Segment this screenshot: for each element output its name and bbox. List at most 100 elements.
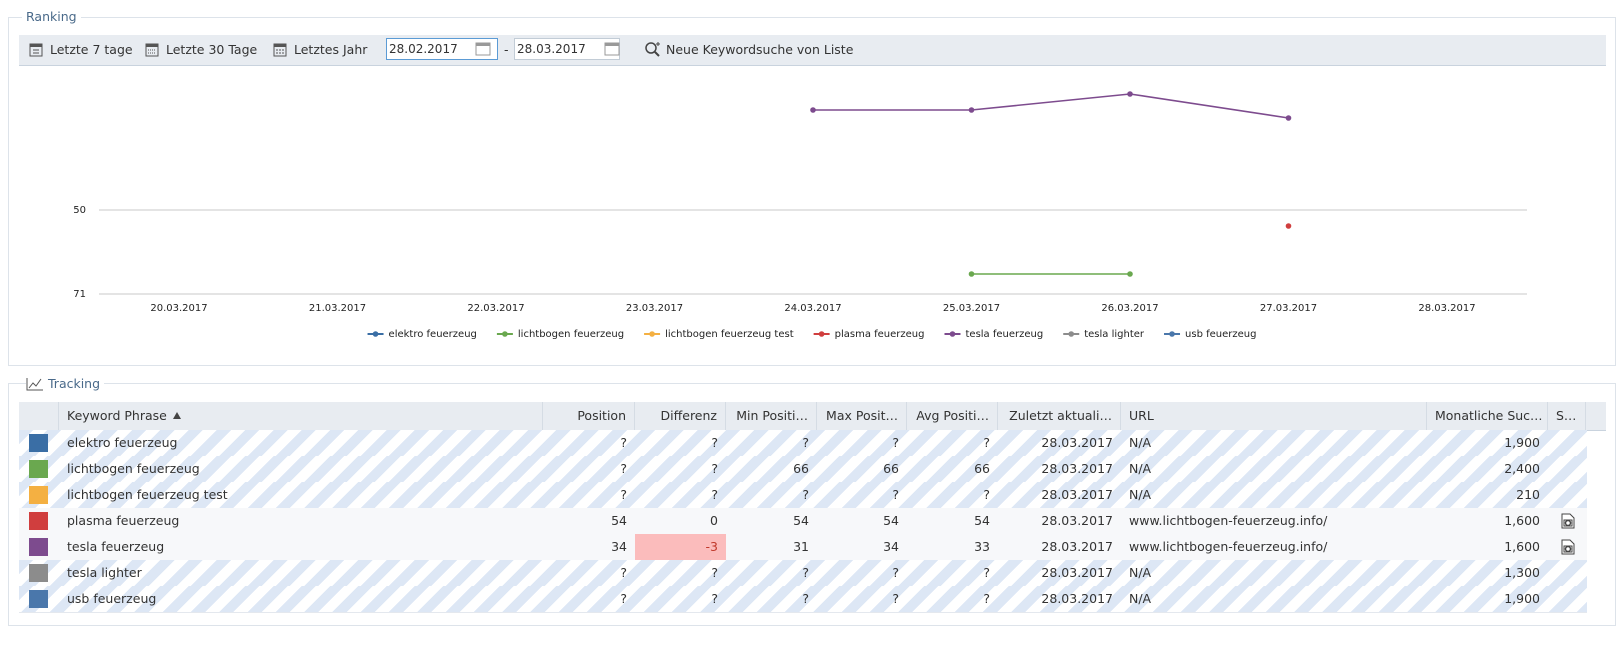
date-picker-button[interactable] (603, 40, 623, 58)
table-cell: ? (892, 487, 899, 502)
table-cell: 54 (883, 513, 899, 528)
x-tick-label: 25.03.2017 (943, 303, 1000, 314)
keyword-search-button[interactable]: Neue Keywordsuche von Liste (666, 42, 854, 57)
table-cell: www.lichtbogen-feuerzeug.info/ (1129, 513, 1328, 528)
legend-item[interactable]: tesla lighter (1063, 329, 1145, 340)
table-cell: tesla feuerzeug (67, 539, 165, 554)
table-cell: ? (711, 435, 718, 450)
column-header[interactable]: URL (1121, 402, 1427, 430)
table-row[interactable]: usb feuerzeug????? 28.03.2017 N/A 1,900 (19, 586, 1587, 613)
sort-indicator (172, 412, 181, 419)
legend-label: tesla lighter (1084, 329, 1145, 340)
column-header[interactable]: Min Positi… (726, 402, 817, 430)
table-cell: 28.03.2017 (1041, 513, 1113, 528)
color-swatch (29, 512, 48, 530)
snapshot-icon[interactable] (1560, 539, 1576, 555)
legend-item[interactable]: tesla feuerzeug (944, 329, 1043, 340)
table-cell: 28.03.2017 (1041, 435, 1113, 450)
column-header[interactable]: Differenz (635, 402, 726, 430)
tracking-icon (26, 376, 44, 392)
color-swatch (29, 564, 48, 582)
date-picker-button[interactable] (474, 40, 494, 58)
range-button[interactable]: Letztes Jahr (294, 42, 368, 57)
legend-item[interactable]: lichtbogen feuerzeug (496, 329, 624, 340)
legend-marker (649, 331, 655, 337)
table-row[interactable]: tesla lighter????? 28.03.2017 N/A 1,300 (19, 560, 1587, 587)
table-cell: 28.03.2017 (1041, 591, 1113, 606)
table-cell: N/A (1129, 565, 1152, 580)
column-header[interactable]: Keyword Phrase (59, 402, 543, 430)
calendar-icon (145, 43, 159, 57)
table-cell: 28.03.2017 (1041, 487, 1113, 502)
ranking-panel (8, 17, 1616, 366)
legend-item[interactable]: usb feuerzeug (1164, 329, 1256, 340)
table-cell: 66 (883, 461, 899, 476)
table-cell: ? (711, 591, 718, 606)
calendar-icon (29, 43, 43, 57)
table-cell: 1,600 (1504, 513, 1540, 528)
table-cell: 31 (793, 539, 809, 554)
y-tick-label: 50 (73, 205, 86, 216)
table-cell: 54 (974, 513, 990, 528)
table-cell: ? (983, 487, 990, 502)
data-point (1285, 223, 1292, 229)
search-icon (645, 42, 660, 57)
table-cell: 66 (793, 461, 809, 476)
table-cell: ? (983, 435, 990, 450)
column-header[interactable]: Zuletzt aktuali… (998, 402, 1121, 430)
column-header[interactable]: Avg Positi… (907, 402, 998, 430)
color-swatch (29, 590, 48, 608)
legend-item[interactable]: lichtbogen feuerzeug test (644, 329, 794, 340)
column-title: Position (577, 408, 626, 423)
snapshot-icon[interactable] (1560, 513, 1576, 529)
range-button[interactable]: Letzte 7 tage (50, 42, 133, 57)
table-cell: ? (892, 565, 899, 580)
column-header[interactable]: Position (543, 402, 635, 430)
color-swatch (29, 486, 48, 504)
calendar-icon (273, 43, 287, 57)
table-cell: ? (711, 565, 718, 580)
table-cell: 34 (611, 539, 627, 554)
data-point (968, 107, 975, 113)
data-point (968, 271, 975, 277)
table-cell: tesla lighter (67, 565, 142, 580)
column-header[interactable]: Monatliche Suc… (1427, 402, 1548, 430)
column-title: Min Positi… (736, 408, 808, 423)
x-tick-label: 21.03.2017 (309, 303, 366, 314)
legend-item[interactable]: elektro feuerzeug (367, 329, 477, 340)
color-swatch (29, 538, 48, 556)
date-to-input[interactable]: 28.03.2017 (514, 38, 620, 60)
x-tick-label: 23.03.2017 (626, 303, 683, 314)
legend-marker (502, 331, 508, 337)
table-cell: 1,900 (1504, 435, 1540, 450)
table-cell: ? (802, 487, 809, 502)
column-header[interactable]: Max Posit… (817, 402, 907, 430)
date-from-input[interactable]: 28.02.2017 (386, 38, 498, 60)
table-cell: ? (620, 565, 627, 580)
table-cell: ? (711, 461, 718, 476)
column-title: URL (1129, 408, 1154, 423)
table-cell: ? (620, 461, 627, 476)
x-tick-label: 22.03.2017 (467, 303, 524, 314)
chart: 50 71 20.03.2017 21.03.2017 22.03.2017 23.03.… (73, 91, 1527, 340)
table-row[interactable]: tesla feuerzeug 34 -3 31 34 33 28.03.2017 www.l… (19, 534, 1587, 561)
table-cell: www.lichtbogen-feuerzeug.info/ (1129, 539, 1328, 554)
legend-label: usb feuerzeug (1185, 329, 1256, 340)
color-swatch (29, 460, 48, 478)
table-row[interactable]: lichtbogen feuerzeug?? 66 66 66 28.03.2017 N/… (19, 456, 1587, 483)
legend-item[interactable]: plasma feuerzeug (813, 329, 925, 340)
table-cell: ? (620, 435, 627, 450)
range-button[interactable]: Letzte 30 Tage (166, 42, 258, 57)
table-row[interactable]: lichtbogen feuerzeug test????? 28.03.2017… (19, 482, 1587, 509)
table-row[interactable]: plasma feuerzeug 54 0 54 54 54 28.03.2017 www.l… (19, 508, 1587, 535)
column-header[interactable]: S… (1548, 402, 1586, 430)
table-header: Keyword Phrase Position Differenz Min Posit… (19, 402, 1606, 431)
series-line (813, 93, 1289, 119)
column-title: Max Posit… (826, 408, 898, 423)
table-cell: ? (983, 565, 990, 580)
table-cell: 54 (793, 513, 809, 528)
table-cell: usb feuerzeug (67, 591, 157, 606)
table-cell: 28.03.2017 (1041, 461, 1113, 476)
table-row[interactable]: elektro feuerzeug????? 28.03.2017 N/A 1,900 (19, 430, 1587, 457)
column-title: Keyword Phrase (67, 408, 167, 423)
